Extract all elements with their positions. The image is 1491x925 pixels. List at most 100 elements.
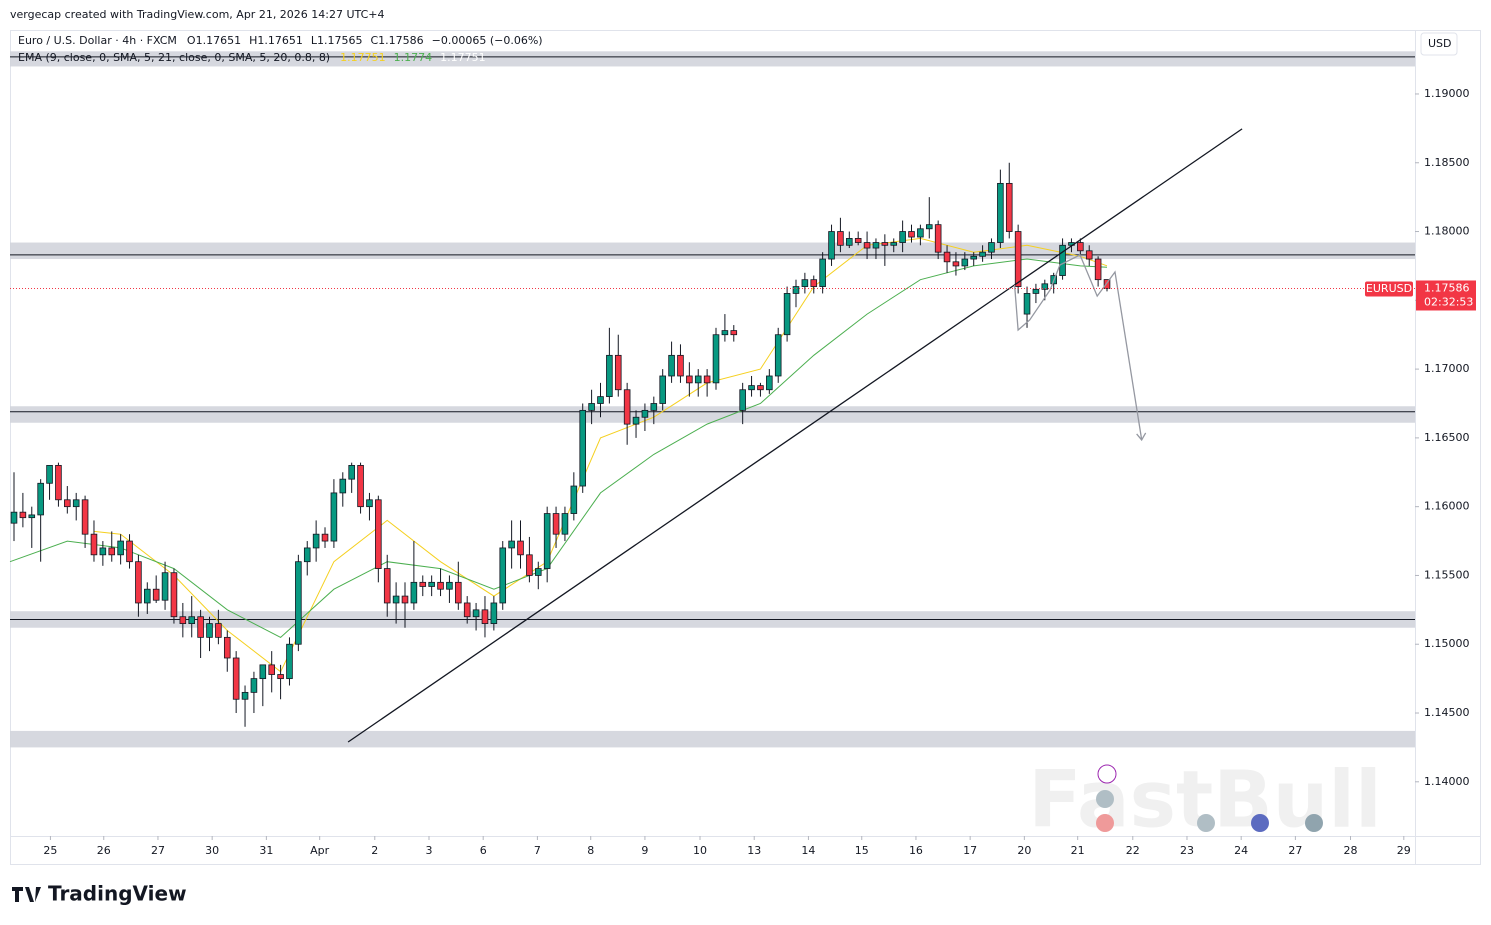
brand-mark	[12, 887, 41, 902]
candle-body	[561, 513, 569, 535]
candle-body	[881, 242, 889, 246]
x-tick-label: 8	[587, 844, 594, 857]
zone	[10, 730, 1415, 748]
candle-body	[1005, 182, 1013, 232]
candle-body	[917, 228, 924, 238]
candle-body	[37, 482, 44, 516]
candle-body	[366, 499, 373, 508]
candle-body	[259, 664, 267, 680]
candle-body	[268, 664, 275, 675]
x-tick-label: 2	[371, 844, 378, 857]
candle-body	[72, 499, 80, 508]
projection-arrowhead	[1136, 432, 1147, 442]
x-tick-label: 29	[1397, 844, 1411, 857]
credit: vergecap created with TradingView.com, A…	[10, 8, 385, 21]
watermark: FastBull	[1028, 755, 1382, 845]
candle-body	[348, 464, 355, 480]
x-tick-label: 27	[151, 844, 165, 857]
indicator: EMA (9, close, 0, SMA, 5, 21, close, 0, …	[18, 51, 330, 64]
candle-body	[632, 416, 640, 425]
candle-body	[232, 657, 240, 700]
x-tick-label: 9	[641, 844, 648, 857]
candle-body	[499, 547, 507, 604]
candle-body	[846, 238, 853, 246]
x-tick-label: 17	[963, 844, 977, 857]
candle-body	[135, 561, 142, 604]
x-tick-label: 27	[1288, 844, 1302, 857]
x-tick-label: 22	[1126, 844, 1140, 857]
candle-body	[534, 568, 542, 576]
moving-average	[93, 237, 1108, 673]
candle-body	[419, 581, 427, 587]
x-tick-label: 10	[693, 844, 707, 857]
candle-body	[1059, 244, 1066, 276]
candle-body	[215, 623, 222, 638]
candle-body	[650, 403, 658, 411]
currency[interactable]: USD	[1428, 37, 1452, 50]
change: −0.00065 (−0.06%)	[432, 34, 543, 47]
candle-body	[792, 286, 800, 294]
candle-body	[241, 691, 249, 700]
candle-body	[837, 231, 844, 246]
x-tick-label: 20	[1017, 844, 1031, 857]
candle-body	[161, 572, 169, 601]
candle-body	[863, 242, 871, 249]
candle-body	[730, 330, 738, 336]
candle-body	[970, 255, 977, 260]
candle-body	[677, 354, 684, 377]
candle-body	[490, 602, 498, 624]
y-tick-label: 1.17000	[1424, 362, 1470, 375]
candle-body	[508, 540, 515, 549]
candle-body	[703, 375, 711, 384]
y-tick-label: 1.15000	[1424, 637, 1470, 650]
candle-body	[1094, 258, 1102, 281]
zone	[10, 51, 1415, 67]
candle-body	[170, 572, 178, 618]
y-tick-label: 1.15500	[1424, 568, 1470, 581]
candle-body	[10, 511, 18, 524]
candle-body	[712, 334, 720, 384]
candle-body	[517, 540, 524, 556]
y-tick-label: 1.18000	[1424, 225, 1470, 238]
candle-body	[481, 609, 489, 624]
candle-body	[1032, 288, 1040, 294]
candle-body	[126, 540, 133, 563]
event-icons	[1096, 764, 1323, 832]
candle-body	[997, 182, 1004, 243]
candle-body	[552, 513, 560, 535]
candle-body	[330, 492, 338, 542]
candle-body	[55, 464, 62, 501]
candle-body	[206, 623, 213, 638]
legend-indicator: EMA (9, close, 0, SMA, 5, 21, close, 0, …	[18, 51, 486, 64]
x-tick-label: 30	[205, 844, 219, 857]
candle-body	[223, 636, 231, 659]
candle-body	[819, 258, 826, 287]
symbol: Euro / U.S. Dollar · 4h · FXCM	[18, 34, 177, 47]
candle-body	[961, 258, 969, 267]
candle-body	[463, 602, 471, 618]
candle-body	[1014, 231, 1022, 287]
currency-button[interactable]	[1420, 32, 1458, 56]
candle-body	[357, 464, 364, 508]
candle-body	[295, 561, 302, 645]
candle-body	[375, 499, 382, 569]
candle-body	[410, 581, 418, 604]
candle-body	[952, 261, 960, 267]
candle-body	[623, 389, 631, 425]
countdown: 02:32:53	[1424, 295, 1473, 308]
x-tick-label: 15	[855, 844, 869, 857]
candle-body	[588, 403, 595, 411]
candle-body	[694, 375, 702, 384]
candle-body	[1085, 250, 1093, 260]
x-tick-label: 21	[1071, 844, 1085, 857]
x-tick-label: 16	[909, 844, 923, 857]
event-icon	[1097, 764, 1117, 784]
ohlc: O1.17651	[187, 34, 241, 47]
candle-body	[250, 678, 258, 693]
candle-body	[392, 595, 400, 604]
candle-body	[979, 251, 986, 257]
x-tick-label: 25	[43, 844, 57, 857]
event-icon	[1251, 814, 1269, 832]
candle-body	[428, 581, 435, 587]
candle-body	[659, 375, 666, 404]
